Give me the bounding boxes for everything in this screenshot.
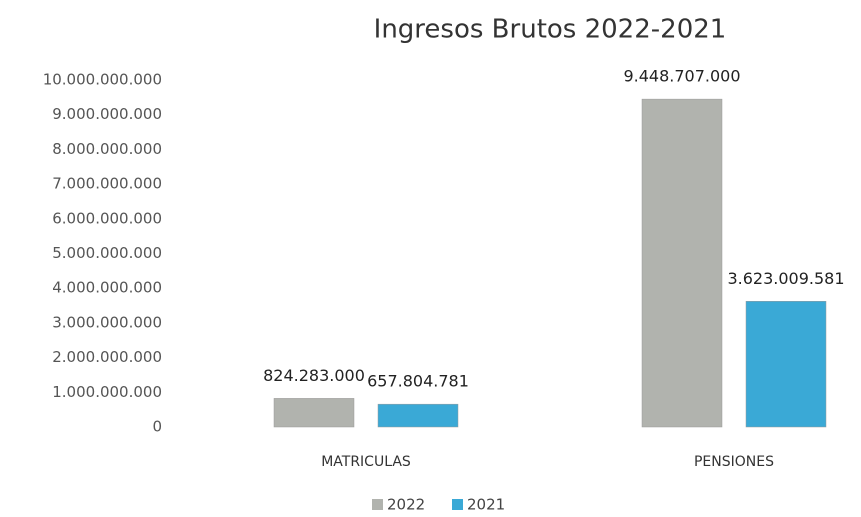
chart-title: Ingresos Brutos 2022-2021 bbox=[374, 15, 727, 45]
value-label: 3.623.009.581 bbox=[727, 269, 844, 288]
y-tick-label: 9.000.000.000 bbox=[52, 105, 162, 123]
y-tick-label: 3.000.000.000 bbox=[52, 313, 162, 331]
x-tick-label: PENSIONES bbox=[694, 454, 774, 470]
y-tick-label: 10.000.000.000 bbox=[43, 71, 162, 89]
bar bbox=[273, 398, 355, 428]
y-tick-label: 1.000.000.000 bbox=[52, 383, 162, 401]
legend-label: 2022 bbox=[387, 496, 425, 514]
bar bbox=[641, 98, 723, 428]
value-label: 824.283.000 bbox=[263, 366, 365, 385]
bar bbox=[745, 301, 827, 428]
y-tick-label: 6.000.000.000 bbox=[52, 209, 162, 227]
x-tick-label: MATRICULAS bbox=[321, 454, 411, 470]
y-tick-label: 4.000.000.000 bbox=[52, 279, 162, 297]
legend-swatch bbox=[452, 499, 463, 510]
y-tick-label: 8.000.000.000 bbox=[52, 140, 162, 158]
value-label: 657.804.781 bbox=[367, 372, 469, 391]
y-tick-label: 2.000.000.000 bbox=[52, 348, 162, 366]
legend-label: 2021 bbox=[467, 496, 505, 514]
y-tick-label: 5.000.000.000 bbox=[52, 244, 162, 262]
y-tick-label: 0 bbox=[152, 418, 162, 436]
bar bbox=[377, 403, 459, 428]
y-tick-label: 7.000.000.000 bbox=[52, 175, 162, 193]
value-label: 9.448.707.000 bbox=[623, 67, 740, 86]
legend-swatch bbox=[372, 499, 383, 510]
